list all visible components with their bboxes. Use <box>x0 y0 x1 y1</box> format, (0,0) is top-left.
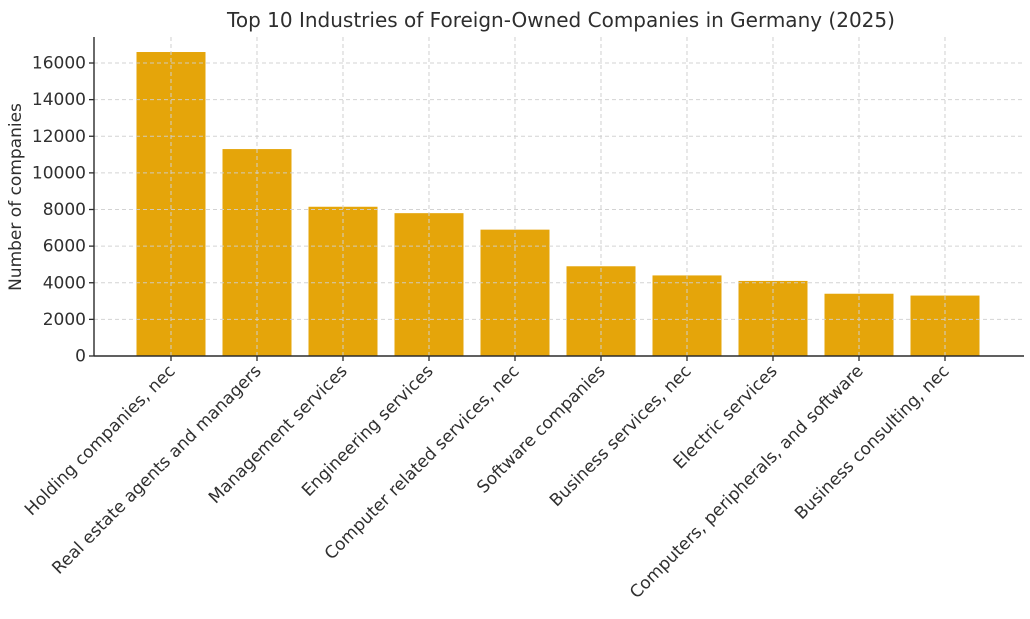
bars-group <box>136 52 980 356</box>
x-tick-label: Business services, nec <box>546 361 696 511</box>
y-tick-label: 2000 <box>43 310 86 330</box>
bar <box>652 275 722 356</box>
x-tick-label: Business consulting, nec <box>791 361 953 523</box>
chart-title: Top 10 Industries of Foreign-Owned Compa… <box>226 8 895 32</box>
bar <box>222 149 292 356</box>
y-tick-label: 10000 <box>32 163 86 183</box>
y-tick-label: 12000 <box>32 127 86 147</box>
x-tick-label: Holding companies, nec <box>21 361 179 519</box>
y-tick-label: 14000 <box>32 90 86 110</box>
y-tick-label: 16000 <box>32 54 86 74</box>
y-axis-label: Number of companies <box>6 103 26 291</box>
y-tick-label: 0 <box>75 347 86 367</box>
y-tick-label: 8000 <box>43 200 86 220</box>
x-tick-label: Management services <box>205 361 352 508</box>
y-tick-label: 4000 <box>43 273 86 293</box>
y-tick-label: 6000 <box>43 237 86 257</box>
gridlines-group <box>94 37 1024 356</box>
axes-group <box>89 37 1024 361</box>
